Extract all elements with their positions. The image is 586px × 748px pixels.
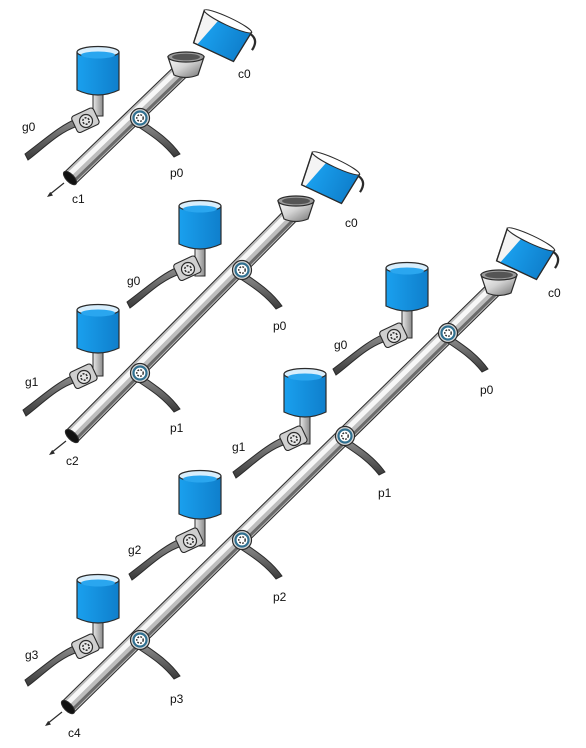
funnel <box>167 51 205 79</box>
outlet-label: c1 <box>72 192 85 206</box>
pipe-valve <box>437 322 489 373</box>
gate-valve <box>24 633 100 687</box>
gate-valve-handle <box>232 436 287 479</box>
pipe-outlet <box>62 170 78 186</box>
water-reservoir <box>283 367 327 445</box>
gate-valve <box>22 363 98 417</box>
pipe-outlet <box>64 428 80 444</box>
pipe-valve-handle <box>241 544 283 580</box>
pipe-valve-handle <box>241 274 283 310</box>
cup-label: c0 <box>345 216 358 230</box>
water-reservoir <box>178 469 222 547</box>
pipe <box>64 210 297 444</box>
gate-valve-handle <box>24 644 79 687</box>
pipe-valve-label: p3 <box>170 692 184 706</box>
pipe-valve-label: p1 <box>170 421 184 435</box>
gate-valve-handle <box>332 333 387 376</box>
gate-label: g3 <box>25 648 39 662</box>
gate-label: g0 <box>334 338 348 352</box>
pipe-valve <box>129 107 181 158</box>
pipe-valve-label: p0 <box>273 319 287 333</box>
water-reservoir <box>76 303 120 377</box>
assembly-two-stage: c0 c2 g0 p0 g1 p1 <box>22 151 365 468</box>
water-reservoir <box>76 45 120 117</box>
pipe-valve-handle <box>139 122 181 158</box>
funnel <box>277 195 315 223</box>
gate-valve-handle <box>24 118 79 161</box>
funnel <box>480 269 518 297</box>
outlet-label: c2 <box>66 454 79 468</box>
gate-valve <box>126 255 202 309</box>
pipe-valve <box>334 425 386 476</box>
outlet-arrow <box>49 440 67 455</box>
pipe-valve <box>231 529 283 580</box>
assembly-four-stage: c0 c4 g0 p0 g1 p1 g2 p2 g3 p3 <box>24 227 561 740</box>
pipe-valve-handle <box>139 377 181 413</box>
gate-label: g0 <box>22 120 36 134</box>
gate-valve <box>128 527 204 581</box>
gate-label: g0 <box>127 274 141 288</box>
outlet-label: c4 <box>68 726 81 740</box>
pouring-cup <box>192 9 257 63</box>
water-reservoir <box>385 261 429 339</box>
gate-valve <box>332 322 408 376</box>
pipe-valve-label: p2 <box>273 590 287 604</box>
water-reservoir <box>76 573 120 649</box>
water-reservoir <box>178 199 222 277</box>
gate-valve-handle <box>22 374 77 417</box>
pouring-cup <box>495 227 560 281</box>
gate-label: g1 <box>25 375 39 389</box>
cup-label: c0 <box>548 286 561 300</box>
cup-label: c0 <box>238 67 251 81</box>
pipe-valve <box>231 259 283 310</box>
pipe-valve-label: p0 <box>170 166 184 180</box>
gate-label: g1 <box>232 440 246 454</box>
pipe-valve-handle <box>447 337 489 373</box>
gate-valve-handle <box>128 538 183 581</box>
outlet-arrow <box>47 182 65 197</box>
gate-valve-handle <box>126 266 181 309</box>
pipe-valve-label: p0 <box>480 383 494 397</box>
gate-valve <box>24 107 100 161</box>
pipe-outlet <box>60 699 76 715</box>
gate-label: g2 <box>128 543 142 557</box>
pouring-cup <box>300 151 365 205</box>
pipe <box>62 65 186 186</box>
pipe-valve-handle <box>344 440 386 476</box>
pipe <box>60 283 499 715</box>
pipe-valve <box>129 629 181 680</box>
pipe-valve <box>129 362 181 413</box>
pipe-valve-label: p1 <box>378 486 392 500</box>
assembly-one-stage: c0 c1 g0 p0 <box>22 9 257 206</box>
pipe-valve-handle <box>139 644 181 680</box>
outlet-arrow <box>45 711 63 726</box>
gate-valve <box>232 425 308 479</box>
